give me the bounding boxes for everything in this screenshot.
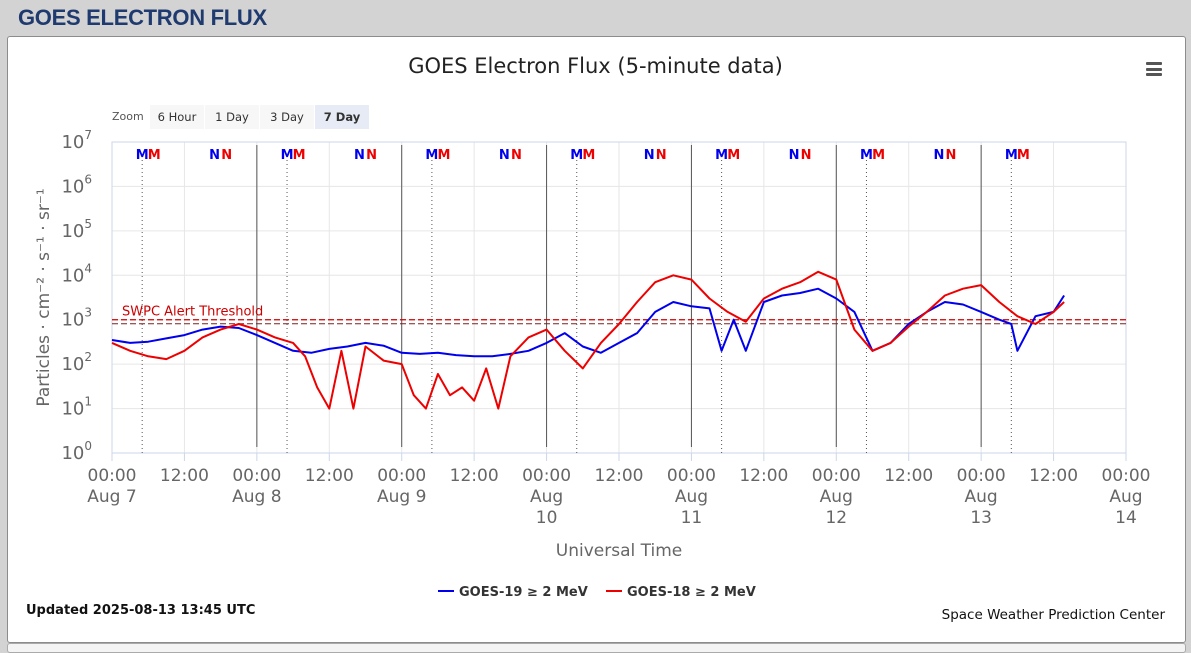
orbit-marker-label: N (354, 148, 365, 163)
x-tick-label: 12:00 (305, 466, 354, 486)
x-tick-label: 00:00 (1102, 466, 1151, 486)
x-date-label: Aug (965, 487, 998, 507)
orbit-marker-label: M (860, 148, 873, 163)
orbit-marker-label: M (570, 148, 583, 163)
y-tick-label: 103 (61, 306, 92, 331)
legend-label-goes18: GOES-18 ≥ 2 MeV (627, 585, 756, 600)
legend-label-goes19: GOES-19 ≥ 2 MeV (459, 585, 588, 600)
x-date-day-label: 11 (681, 508, 703, 528)
x-date-label: Aug (675, 487, 708, 507)
x-tick-label: 00:00 (377, 466, 426, 486)
x-date-label: Aug (820, 487, 853, 507)
orbit-marker-label: M (727, 148, 740, 163)
orbit-marker-label: M (872, 148, 885, 163)
orbit-marker-label: N (209, 148, 220, 163)
legend-swatch-goes19 (438, 589, 454, 592)
x-tick-label: 12:00 (739, 466, 788, 486)
y-tick-label: 104 (61, 261, 92, 286)
threshold-label: SWPC Alert Threshold (122, 305, 263, 320)
x-date-label: Aug 7 (87, 487, 136, 507)
x-tick-label: 00:00 (667, 466, 716, 486)
x-tick-label: 12:00 (1029, 466, 1078, 486)
zoom-label: Zoom (112, 110, 144, 123)
zoom-7-day-button[interactable]: 7 Day (315, 105, 369, 129)
orbit-marker-label: M (148, 148, 161, 163)
series-line-goes18 (111, 270, 1065, 410)
x-date-day-label: 10 (536, 508, 558, 528)
zoom-1-day-button[interactable]: 1 Day (205, 105, 259, 129)
orbit-marker-label: M (437, 148, 450, 163)
y-tick-label: 100 (61, 439, 92, 464)
x-date-label: Aug 8 (232, 487, 281, 507)
orbit-marker-label: N (946, 148, 957, 163)
x-date-label: Aug (1109, 487, 1142, 507)
orbit-marker-label: M (293, 148, 306, 163)
x-tick-label: 12:00 (160, 466, 209, 486)
x-tick-label: 12:00 (450, 466, 499, 486)
updated-timestamp: Updated 2025-08-13 13:45 UTC (26, 603, 256, 618)
x-date-label: Aug 9 (377, 487, 426, 507)
x-tick-label: 00:00 (88, 466, 137, 486)
legend-item-goes19[interactable]: GOES-19 ≥ 2 MeV (438, 585, 588, 600)
y-axis-title: Particles · cm⁻² · s⁻¹ · sr⁻¹ (34, 188, 54, 406)
orbit-marker-label: M (1005, 148, 1018, 163)
page-header-title: GOES ELECTRON FLUX (18, 5, 267, 30)
zoom-6-hour-button[interactable]: 6 Hour (150, 105, 204, 129)
page-header: GOES ELECTRON FLUX (0, 0, 1191, 36)
orbit-marker-label: N (801, 148, 812, 163)
orbit-marker-label: N (221, 148, 232, 163)
orbit-marker-label: N (366, 148, 377, 163)
y-tick-label: 102 (61, 350, 92, 375)
orbit-marker-label: N (499, 148, 510, 163)
orbit-marker-label: M (425, 148, 438, 163)
orbit-marker-label: N (644, 148, 655, 163)
orbit-marker-label: N (789, 148, 800, 163)
orbit-marker-label: M (281, 148, 294, 163)
x-tick-label: 00:00 (522, 466, 571, 486)
credits: Space Weather Prediction Center (941, 607, 1165, 623)
y-tick-label: 105 (61, 217, 92, 242)
x-date-day-label: 14 (1115, 508, 1137, 528)
x-date-label: Aug (530, 487, 563, 507)
orbit-marker-label: N (933, 148, 944, 163)
legend-item-goes18[interactable]: GOES-18 ≥ 2 MeV (606, 585, 756, 600)
zoom-3-day-button[interactable]: 3 Day (260, 105, 314, 129)
hamburger-menu-icon[interactable] (1146, 62, 1162, 76)
y-tick-label: 106 (61, 172, 92, 197)
legend-swatch-goes18 (606, 589, 622, 592)
orbit-marker-label: M (1017, 148, 1030, 163)
x-tick-label: 12:00 (884, 466, 933, 486)
x-axis-title: Universal Time (556, 541, 682, 561)
x-date-day-label: 12 (825, 508, 847, 528)
y-tick-label: 101 (61, 395, 92, 420)
orbit-marker-label: M (715, 148, 728, 163)
x-tick-label: 00:00 (812, 466, 861, 486)
orbit-marker-label: N (656, 148, 667, 163)
x-date-day-label: 13 (970, 508, 992, 528)
x-tick-label: 12:00 (595, 466, 644, 486)
x-tick-label: 00:00 (957, 466, 1006, 486)
orbit-marker-label: M (582, 148, 595, 163)
y-tick-label: 107 (61, 128, 92, 153)
orbit-marker-label: M (136, 148, 149, 163)
orbit-marker-label: N (511, 148, 522, 163)
x-tick-label: 00:00 (232, 466, 281, 486)
chart-title: GOES Electron Flux (5-minute data) (408, 54, 783, 78)
plot-border (111, 141, 1127, 454)
